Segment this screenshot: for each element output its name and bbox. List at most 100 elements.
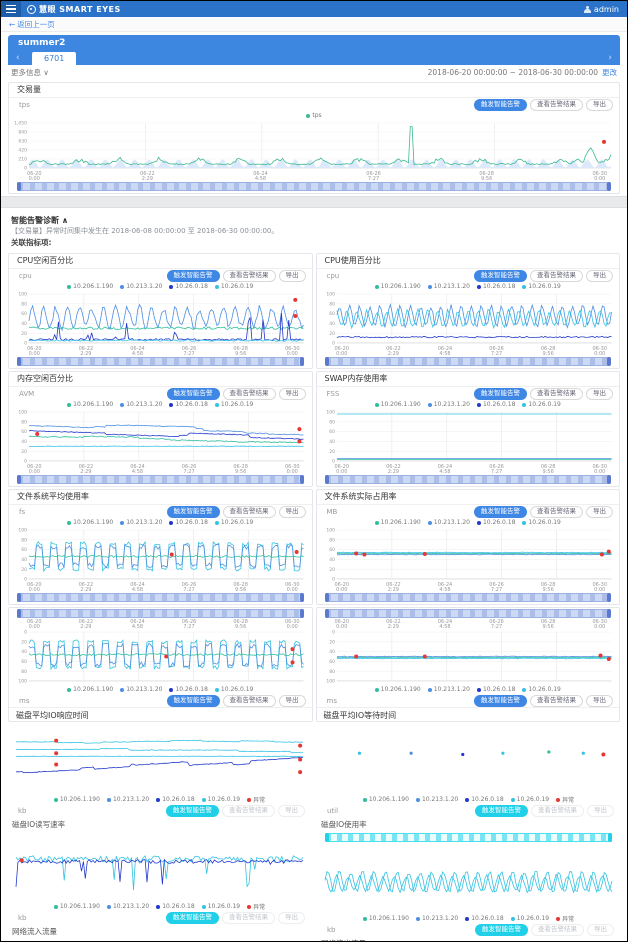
view-alert-results-button[interactable]: 查看告警结果 <box>222 269 276 282</box>
view-alert-results-button[interactable]: 查看告警结果 <box>531 923 584 936</box>
legend-item[interactable]: 10.26.0.19 <box>214 686 253 693</box>
legend-item[interactable]: 10.213.1.20 <box>427 401 470 408</box>
export-button[interactable]: 导出 <box>278 387 306 400</box>
metric-chart[interactable] <box>317 725 620 795</box>
user-menu[interactable]: admin <box>583 5 619 14</box>
view-alert-results-button[interactable]: 查看告警结果 <box>530 98 583 111</box>
view-alert-results-button[interactable]: 查看告警结果 <box>222 911 275 924</box>
datazoom-slider[interactable] <box>17 609 304 618</box>
legend-item[interactable]: 10.26.0.19 <box>214 519 253 526</box>
metric-chart[interactable] <box>317 844 620 914</box>
trigger-alert-button[interactable]: 触发智能告警 <box>166 911 219 924</box>
legend-item[interactable]: 10.206.1.190 <box>374 519 421 526</box>
view-alert-results-button[interactable]: 查看告警结果 <box>530 387 583 400</box>
metric-chart[interactable]: 0 20 40 60 80 100 <box>9 629 312 685</box>
legend-item[interactable]: 10.213.1.20 <box>120 519 162 526</box>
legend-item[interactable]: 10.206.1.190 <box>374 283 421 290</box>
metric-chart[interactable] <box>8 725 311 795</box>
legend-item[interactable]: 10.26.0.18 <box>476 401 515 408</box>
trigger-alert-button[interactable]: 触发智能告警 <box>166 505 220 518</box>
legend-item[interactable]: 10.206.1.190 <box>53 903 100 910</box>
legend-item[interactable]: 10.206.1.190 <box>374 686 421 693</box>
view-alert-results-button[interactable]: 查看告警结果 <box>222 387 276 400</box>
view-alert-results-button[interactable]: 查看告警结果 <box>222 505 276 518</box>
legend-item[interactable]: 10.213.1.20 <box>415 796 458 803</box>
trigger-alert-button[interactable]: 触发智能告警 <box>474 387 527 400</box>
datazoom-slider[interactable] <box>17 475 304 484</box>
legend-item[interactable]: 10.26.0.19 <box>214 401 253 408</box>
legend-item[interactable]: 10.206.1.190 <box>67 519 113 526</box>
legend-item[interactable]: 异常 <box>556 914 574 923</box>
view-alert-results-button[interactable]: 查看告警结果 <box>222 804 275 817</box>
legend-item[interactable]: 10.213.1.20 <box>427 686 470 693</box>
metric-chart[interactable]: 100 80 60 40 20 0 <box>317 527 620 583</box>
legend-item[interactable]: 10.26.0.18 <box>169 686 208 693</box>
legend-item[interactable]: 10.26.0.18 <box>169 519 208 526</box>
metric-chart[interactable]: 100 80 60 40 20 0 <box>9 291 312 347</box>
legend-item[interactable]: 10.26.0.18 <box>156 903 195 910</box>
legend-item[interactable]: 10.206.1.190 <box>53 796 100 803</box>
legend-item[interactable]: 10.206.1.190 <box>67 283 113 290</box>
trigger-alert-button[interactable]: 触发智能告警 <box>474 694 527 707</box>
trigger-alert-button[interactable]: 触发智能告警 <box>166 387 220 400</box>
datazoom-slider[interactable] <box>17 593 304 602</box>
legend-item[interactable]: 异常 <box>247 902 265 911</box>
legend-item[interactable]: 10.26.0.18 <box>476 283 515 290</box>
legend-item[interactable]: 异常 <box>556 795 574 804</box>
legend-item[interactable]: 10.26.0.18 <box>465 915 504 922</box>
legend-item[interactable]: 10.206.1.190 <box>67 686 113 693</box>
legend-item[interactable]: 10.213.1.20 <box>106 903 149 910</box>
export-button[interactable]: 导出 <box>278 911 305 924</box>
export-button[interactable]: 导出 <box>587 804 614 817</box>
legend-item[interactable]: 10.213.1.20 <box>120 401 162 408</box>
legend-item[interactable]: tps <box>306 112 322 119</box>
hamburger-menu-icon[interactable] <box>1 1 21 17</box>
trigger-alert-button[interactable]: 触发智能告警 <box>166 694 220 707</box>
export-button[interactable]: 导出 <box>278 269 306 282</box>
legend-item[interactable]: 10.26.0.18 <box>169 401 208 408</box>
metric-chart[interactable]: 100 80 60 40 20 0 <box>9 409 312 465</box>
export-button[interactable]: 导出 <box>586 694 613 707</box>
legend-item[interactable]: 10.26.0.18 <box>465 796 504 803</box>
tab-scroll-right-icon[interactable]: › <box>608 53 612 63</box>
legend-item[interactable]: 10.26.0.19 <box>214 283 253 290</box>
legend-item[interactable]: 异常 <box>247 795 265 804</box>
legend-item[interactable]: 10.26.0.18 <box>169 283 208 290</box>
legend-item[interactable]: 10.206.1.190 <box>362 796 409 803</box>
export-button[interactable]: 导出 <box>278 694 306 707</box>
view-alert-results-button[interactable]: 查看告警结果 <box>530 269 583 282</box>
datazoom-slider[interactable] <box>325 833 612 842</box>
legend-item[interactable]: 10.206.1.190 <box>374 401 421 408</box>
legend-item[interactable]: 10.26.0.18 <box>476 519 515 526</box>
view-alert-results-button[interactable]: 查看告警结果 <box>531 804 584 817</box>
alert-diagnosis-title[interactable]: 智能告警诊断 ∧ <box>11 216 69 225</box>
view-alert-results-button[interactable]: 查看告警结果 <box>530 694 583 707</box>
legend-item[interactable]: 10.213.1.20 <box>427 519 470 526</box>
trigger-alert-button[interactable]: 触发智能告警 <box>166 269 220 282</box>
trigger-alert-button[interactable]: 触发智能告警 <box>475 804 528 817</box>
metric-chart[interactable]: 0 20 40 60 80 100 <box>317 629 620 685</box>
legend-item[interactable]: 10.213.1.20 <box>106 796 149 803</box>
export-button[interactable]: 导出 <box>586 505 613 518</box>
transaction-volume-chart[interactable]: 1,050 840 630 420 210 0 <box>9 120 619 172</box>
legend-item[interactable]: 10.26.0.19 <box>510 796 549 803</box>
legend-item[interactable]: 10.26.0.19 <box>522 686 561 693</box>
trigger-alert-button[interactable]: 触发智能告警 <box>474 269 527 282</box>
legend-item[interactable]: 10.26.0.19 <box>201 796 240 803</box>
datazoom-slider[interactable] <box>324 609 611 618</box>
trigger-alert-button[interactable]: 触发智能告警 <box>474 98 527 111</box>
export-button[interactable]: 导出 <box>278 804 305 817</box>
trigger-alert-button[interactable]: 触发智能告警 <box>166 804 219 817</box>
legend-item[interactable]: 10.213.1.20 <box>120 283 162 290</box>
legend-item[interactable]: 10.26.0.19 <box>522 401 561 408</box>
export-button[interactable]: 导出 <box>586 387 613 400</box>
legend-item[interactable]: 10.26.0.19 <box>510 915 549 922</box>
legend-item[interactable]: 10.26.0.18 <box>156 796 195 803</box>
change-range-link[interactable]: 更改 <box>602 68 617 77</box>
legend-item[interactable]: 10.26.0.18 <box>476 686 515 693</box>
legend-item[interactable]: 10.213.1.20 <box>427 283 470 290</box>
back-link[interactable]: ← 返回上一页 <box>9 19 55 29</box>
trigger-alert-button[interactable]: 触发智能告警 <box>474 505 527 518</box>
export-button[interactable]: 导出 <box>586 269 613 282</box>
legend-item[interactable]: 10.206.1.190 <box>362 915 409 922</box>
